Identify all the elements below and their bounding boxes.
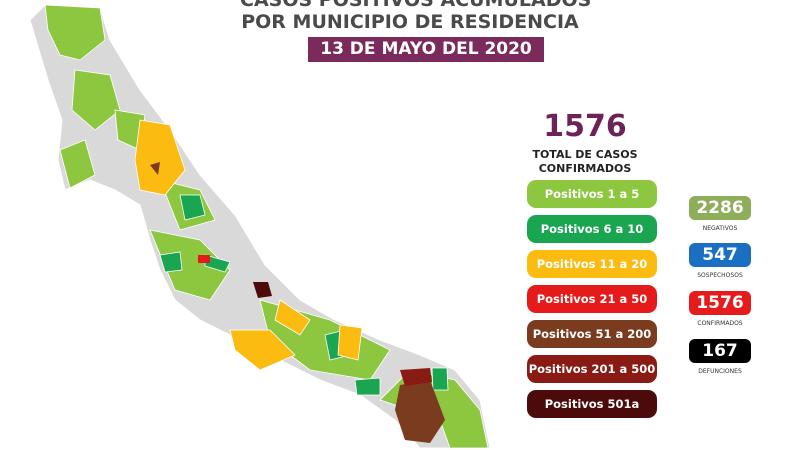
negatives-label: NEGATIVOS <box>702 225 738 232</box>
legend-item-11-20: Positivos 11 a 20 <box>527 250 657 278</box>
dark-red-region <box>400 368 432 386</box>
legend-item-51-200: Positivos 51 a 200 <box>527 320 657 348</box>
legend-item-501-1000: Positivos 501a 1000 <box>527 390 657 439</box>
total-cases-value: 1576 <box>543 109 627 144</box>
total-label-line1: TOTAL DE CASOS <box>532 148 638 161</box>
yellow-regions <box>134 119 363 371</box>
date-banner: 13 DE MAYO DEL 2020 <box>308 37 544 62</box>
confirmed-value: 1576 <box>689 291 751 315</box>
total-label-line2: CONFIRMADOS <box>538 162 632 175</box>
title-line-1: CASOS POSITIVOS ACUMULADOS <box>240 0 592 11</box>
green-dark-regions <box>159 194 449 396</box>
deaths-label: DEFUNCIONES <box>698 368 742 375</box>
veracruz-municipality-map <box>29 4 491 449</box>
legend-item-1-5: Positivos 1 a 5 <box>527 180 657 208</box>
legend-item-201-500: Positivos 201 a 500 <box>527 355 657 383</box>
suspects-value: 547 <box>689 243 751 267</box>
negatives-value: 2286 <box>689 196 751 220</box>
title-line-2: POR MUNICIPIO DE RESIDENCIA <box>241 11 579 33</box>
brown-region <box>395 380 445 443</box>
confirmed-label: CONFIRMADOS <box>697 320 743 327</box>
red-region <box>198 255 210 263</box>
legend-item-21-50: Positivos 21 a 50 <box>527 285 657 313</box>
deaths-value: 167 <box>689 339 751 363</box>
brown-region-north <box>150 162 160 175</box>
legend-item-6-10: Positivos 6 a 10 <box>527 215 657 243</box>
total-cases-label: TOTAL DE CASOS CONFIRMADOS <box>520 148 650 176</box>
darkest-region <box>253 282 272 298</box>
suspects-label: SOSPECHOSOS <box>697 272 743 279</box>
